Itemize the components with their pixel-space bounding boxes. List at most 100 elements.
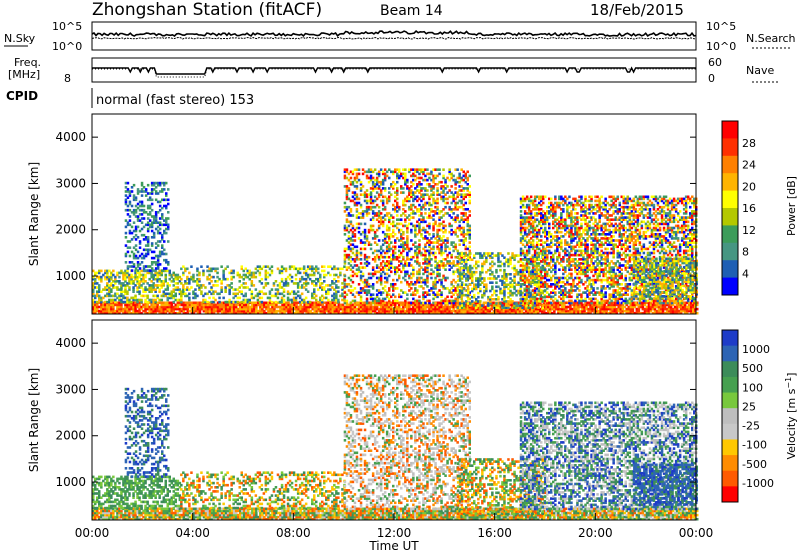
power-cell bbox=[477, 264, 480, 268]
power-cell bbox=[256, 298, 260, 302]
power-cell bbox=[283, 311, 286, 315]
power-cell bbox=[142, 267, 146, 270]
power-cell bbox=[323, 309, 326, 313]
power-cell bbox=[305, 301, 308, 305]
power-cell bbox=[152, 305, 155, 309]
power-cell bbox=[643, 303, 647, 307]
power-cell bbox=[264, 265, 268, 268]
power-cell bbox=[206, 265, 209, 268]
power-cell bbox=[122, 282, 125, 285]
power-cell bbox=[152, 286, 155, 289]
power-cell bbox=[163, 240, 166, 243]
power-cell bbox=[452, 260, 455, 263]
power-cell bbox=[295, 311, 298, 315]
power-cell bbox=[339, 271, 342, 275]
power-cell bbox=[192, 307, 196, 311]
power-cell bbox=[156, 280, 159, 283]
power-cell bbox=[343, 305, 347, 309]
power-cell bbox=[300, 292, 304, 296]
power-cell bbox=[144, 244, 148, 247]
frequency-line bbox=[92, 66, 696, 75]
power-cell bbox=[359, 307, 363, 311]
power-cell bbox=[361, 305, 365, 309]
power-cell bbox=[206, 303, 210, 307]
power-cell bbox=[635, 311, 639, 315]
power-cell bbox=[406, 297, 409, 301]
power-cell bbox=[148, 223, 152, 227]
power-cell bbox=[528, 307, 532, 311]
power-cell bbox=[351, 214, 355, 217]
power-cell bbox=[333, 311, 337, 315]
power-cell bbox=[150, 190, 154, 193]
power-cell bbox=[146, 303, 149, 307]
power-cell bbox=[440, 301, 443, 305]
power-cell bbox=[468, 214, 471, 217]
power-cell bbox=[351, 309, 355, 313]
power-cell bbox=[170, 303, 173, 307]
power-cell bbox=[392, 303, 395, 307]
power-cell bbox=[571, 311, 574, 315]
power-cell bbox=[273, 301, 276, 305]
power-cell bbox=[442, 174, 445, 178]
power-cell bbox=[158, 271, 161, 275]
power-cell bbox=[150, 242, 154, 245]
power-cell bbox=[279, 307, 282, 311]
power-cell bbox=[192, 303, 196, 307]
freq-label-line2: [MHz] bbox=[8, 68, 40, 81]
power-cell bbox=[355, 208, 359, 211]
power-cell bbox=[289, 303, 292, 307]
power-cell bbox=[180, 282, 183, 285]
power-cell bbox=[321, 307, 324, 311]
power-cell bbox=[341, 298, 344, 302]
power-cell bbox=[637, 311, 641, 315]
power-cell bbox=[339, 311, 343, 315]
power-cell bbox=[383, 218, 387, 221]
power-cell bbox=[222, 296, 225, 300]
power-cell bbox=[258, 290, 262, 293]
power-cell bbox=[287, 305, 290, 309]
power-cell bbox=[128, 265, 132, 268]
power-cell bbox=[281, 307, 284, 311]
power-cell bbox=[144, 307, 147, 311]
power-cell bbox=[295, 303, 298, 307]
power-cell bbox=[302, 267, 306, 271]
power-cell bbox=[212, 305, 216, 309]
power-cell bbox=[657, 307, 661, 311]
power-cell bbox=[500, 311, 504, 315]
power-cell bbox=[553, 307, 556, 311]
power-cell bbox=[292, 292, 296, 296]
power-cell bbox=[130, 303, 133, 307]
power-cell bbox=[237, 307, 240, 311]
power-cell bbox=[528, 309, 532, 313]
power-cell bbox=[138, 200, 142, 204]
power-cell bbox=[140, 183, 144, 187]
power-cell bbox=[280, 271, 284, 275]
power-cell bbox=[118, 298, 121, 302]
power-cell bbox=[371, 293, 375, 296]
power-cell bbox=[276, 292, 280, 296]
power-cell bbox=[122, 309, 125, 313]
power-cell bbox=[309, 311, 312, 315]
power-cell bbox=[553, 311, 556, 315]
power-cell bbox=[242, 282, 245, 285]
power-cell bbox=[458, 307, 461, 311]
power-cell bbox=[176, 307, 180, 311]
power-cell bbox=[446, 303, 449, 307]
power-cell bbox=[184, 301, 188, 305]
power-cell bbox=[126, 181, 130, 185]
power-cell bbox=[661, 305, 665, 309]
power-cell bbox=[100, 298, 103, 302]
power-cell bbox=[156, 277, 159, 281]
power-cell bbox=[208, 303, 212, 307]
power-cell bbox=[313, 296, 316, 300]
power-cell bbox=[317, 271, 320, 275]
power-cell bbox=[247, 305, 250, 309]
power-cell bbox=[260, 267, 264, 271]
power-cell bbox=[645, 305, 649, 309]
power-cell bbox=[254, 271, 258, 275]
power-cell bbox=[335, 290, 338, 293]
power-cell bbox=[456, 303, 459, 307]
power-cell bbox=[263, 311, 266, 315]
power-cell bbox=[136, 219, 140, 222]
power-cell bbox=[351, 305, 355, 309]
